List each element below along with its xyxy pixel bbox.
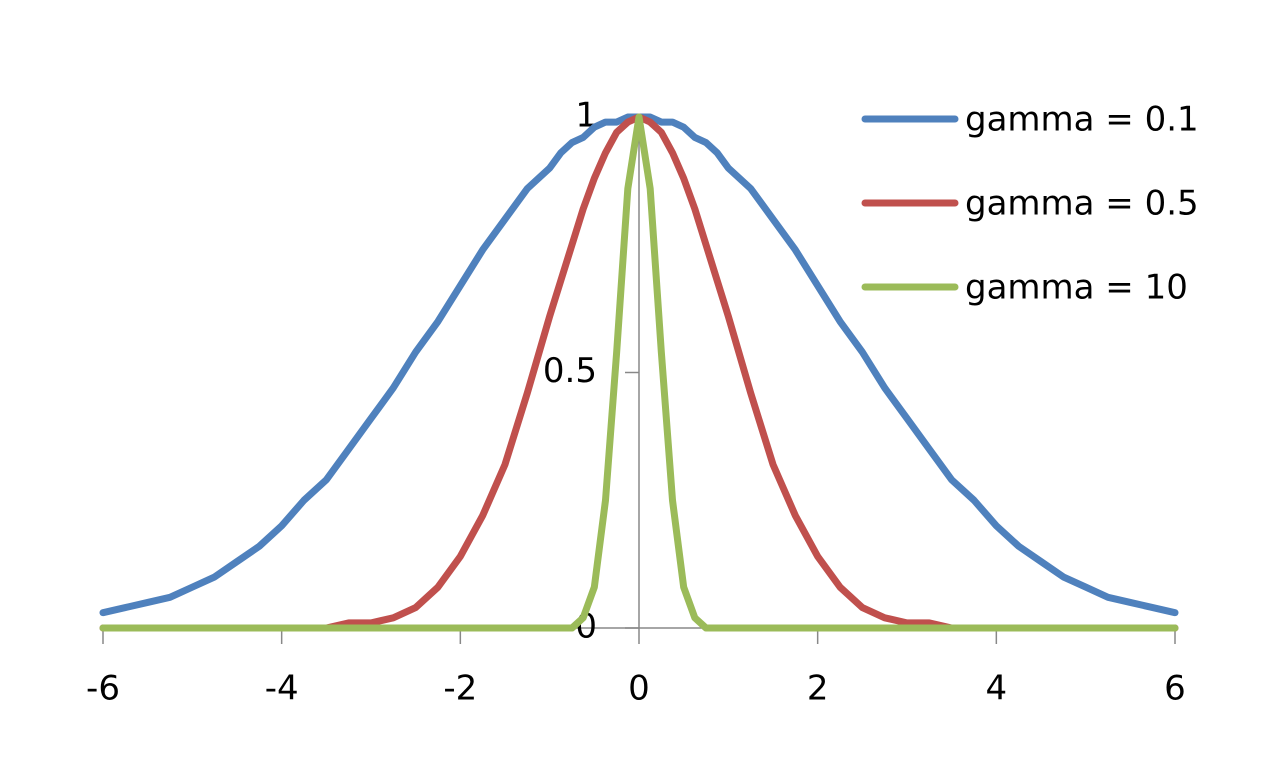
x-tick-label: -4 — [265, 669, 299, 709]
x-tick-label: -2 — [443, 669, 477, 709]
legend-label: gamma = 0.1 — [965, 100, 1199, 140]
series-line — [99, 113, 1179, 632]
legend-label: gamma = 10 — [965, 268, 1188, 308]
x-tick-label: -6 — [86, 669, 120, 709]
x-tick-label: 6 — [1164, 669, 1186, 709]
x-tick-label: 2 — [807, 669, 829, 709]
x-tick-label: 4 — [986, 669, 1008, 709]
y-tick-label: 0.5 — [543, 351, 597, 391]
x-tick-label: 0 — [628, 669, 650, 709]
legend-label: gamma = 0.5 — [965, 184, 1199, 224]
